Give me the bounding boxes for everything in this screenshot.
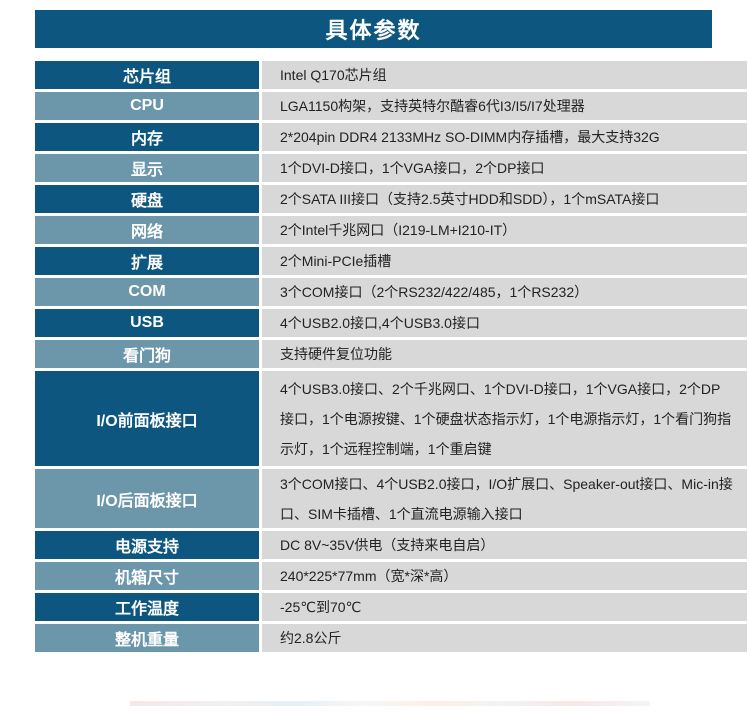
table-row-chassis-size: 机箱尺寸 240*225*77mm（宽*深*高） bbox=[35, 562, 747, 590]
row-value: -25℃到70℃ bbox=[262, 593, 747, 621]
table-row-power: 电源支持 DC 8V~35V供电（支持来电自启） bbox=[35, 531, 747, 559]
row-value: 约2.8公斤 bbox=[262, 624, 747, 652]
row-value: 4个USB3.0接口、2个千兆网口、1个DVI-D接口，1个VGA接口，2个DP… bbox=[262, 371, 747, 466]
spec-table: 芯片组 Intel Q170芯片组 CPU LGA1150构架，支持英特尔酷睿6… bbox=[35, 61, 747, 655]
row-value: LGA1150构架，支持英特尔酷睿6代I3/I5/I7处理器 bbox=[262, 92, 747, 120]
table-row-watchdog: 看门狗 支持硬件复位功能 bbox=[35, 340, 747, 368]
table-row-storage: 硬盘 2个SATA III接口（支持2.5英寸HDD和SDD），1个mSATA接… bbox=[35, 185, 747, 213]
table-row-chipset: 芯片组 Intel Q170芯片组 bbox=[35, 61, 747, 89]
row-label: 看门狗 bbox=[35, 340, 259, 368]
row-label: 工作温度 bbox=[35, 593, 259, 621]
table-row-cpu: CPU LGA1150构架，支持英特尔酷睿6代I3/I5/I7处理器 bbox=[35, 92, 747, 120]
row-label: I/O后面板接口 bbox=[35, 469, 259, 528]
table-row-expansion: 扩展 2个Mini-PCIe插槽 bbox=[35, 247, 747, 275]
page-title: 具体参数 bbox=[35, 10, 712, 48]
table-row-front-panel-io: I/O前面板接口 4个USB3.0接口、2个千兆网口、1个DVI-D接口，1个V… bbox=[35, 371, 747, 466]
row-value: 支持硬件复位功能 bbox=[262, 340, 747, 368]
row-value: Intel Q170芯片组 bbox=[262, 61, 747, 89]
row-value: 240*225*77mm（宽*深*高） bbox=[262, 562, 747, 590]
row-label: 扩展 bbox=[35, 247, 259, 275]
row-label: 显示 bbox=[35, 154, 259, 182]
row-label: 硬盘 bbox=[35, 185, 259, 213]
row-label: COM bbox=[35, 278, 259, 306]
row-value: 2个Intel千兆网口（I219-LM+I210-IT） bbox=[262, 216, 747, 244]
row-value: 3个COM接口、4个USB2.0接口，I/O扩展口、Speaker-out接口、… bbox=[262, 469, 747, 528]
row-label: CPU bbox=[35, 92, 259, 120]
cutoff-content-sliver bbox=[130, 701, 650, 706]
row-value: 2个SATA III接口（支持2.5英寸HDD和SDD），1个mSATA接口 bbox=[262, 185, 747, 213]
row-value: 3个COM接口（2个RS232/422/485，1个RS232） bbox=[262, 278, 747, 306]
table-row-operating-temp: 工作温度 -25℃到70℃ bbox=[35, 593, 747, 621]
table-row-usb: USB 4个USB2.0接口,4个USB3.0接口 bbox=[35, 309, 747, 337]
table-row-memory: 内存 2*204pin DDR4 2133MHz SO-DIMM内存插槽，最大支… bbox=[35, 123, 747, 151]
table-row-display: 显示 1个DVI-D接口，1个VGA接口，2个DP接口 bbox=[35, 154, 747, 182]
table-row-rear-panel-io: I/O后面板接口 3个COM接口、4个USB2.0接口，I/O扩展口、Speak… bbox=[35, 469, 747, 528]
row-value: 4个USB2.0接口,4个USB3.0接口 bbox=[262, 309, 747, 337]
row-label: 机箱尺寸 bbox=[35, 562, 259, 590]
row-value: 2*204pin DDR4 2133MHz SO-DIMM内存插槽，最大支持32… bbox=[262, 123, 747, 151]
row-label: 内存 bbox=[35, 123, 259, 151]
row-label: 芯片组 bbox=[35, 61, 259, 89]
row-label: 电源支持 bbox=[35, 531, 259, 559]
row-value: 2个Mini-PCIe插槽 bbox=[262, 247, 747, 275]
table-row-com: COM 3个COM接口（2个RS232/422/485，1个RS232） bbox=[35, 278, 747, 306]
row-label: 网络 bbox=[35, 216, 259, 244]
row-label: I/O前面板接口 bbox=[35, 371, 259, 466]
row-value: 1个DVI-D接口，1个VGA接口，2个DP接口 bbox=[262, 154, 747, 182]
row-label: USB bbox=[35, 309, 259, 337]
table-row-network: 网络 2个Intel千兆网口（I219-LM+I210-IT） bbox=[35, 216, 747, 244]
row-label: 整机重量 bbox=[35, 624, 259, 652]
row-value: DC 8V~35V供电（支持来电自启） bbox=[262, 531, 747, 559]
table-row-weight: 整机重量 约2.8公斤 bbox=[35, 624, 747, 652]
